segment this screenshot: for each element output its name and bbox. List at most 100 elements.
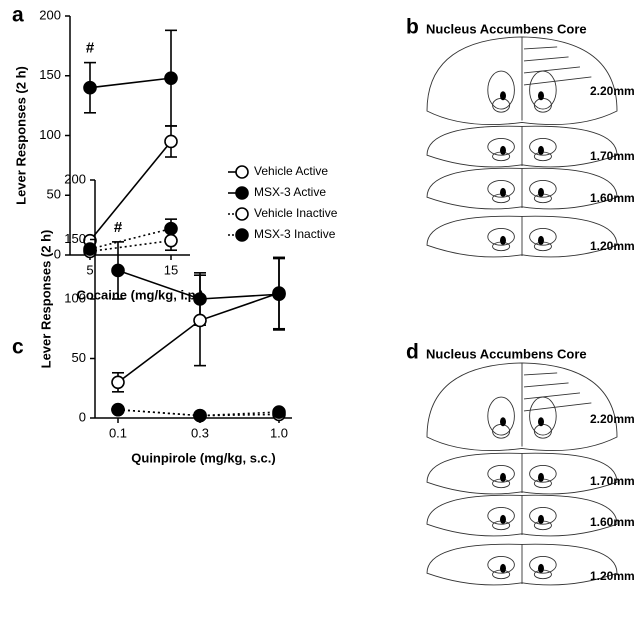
- level-label: 1.70mm: [590, 474, 635, 488]
- level-label: 1.60mm: [590, 515, 635, 529]
- brain-section: [427, 168, 617, 209]
- y-tick-label: 50: [47, 187, 61, 202]
- cannula-site: [538, 91, 544, 100]
- cannula-site: [500, 515, 506, 524]
- series-line: [90, 241, 171, 252]
- cannula-site: [538, 236, 544, 245]
- y-tick-label: 200: [64, 171, 86, 186]
- cannula-site: [500, 473, 506, 482]
- legend-marker: [236, 166, 248, 178]
- y-axis-title: Lever Responses (2 h): [38, 230, 53, 369]
- level-label: 2.20mm: [590, 412, 635, 426]
- level-label: 1.70mm: [590, 149, 635, 163]
- figure: a050100150200515Cocaine (mg/kg, i.p.)Lev…: [0, 0, 643, 644]
- cannula-site: [500, 417, 506, 426]
- diagram-title: Nucleus Accumbens Core: [426, 21, 587, 36]
- brain-section: [427, 544, 617, 585]
- brain-section: [427, 126, 617, 167]
- y-tick-label: 150: [39, 67, 61, 82]
- diagram-title: Nucleus Accumbens Core: [426, 346, 587, 361]
- ventricle: [530, 397, 557, 435]
- x-tick-label: 0.1: [109, 425, 127, 440]
- x-tick-label: 5: [86, 262, 93, 277]
- brain-section: [427, 216, 617, 257]
- commissure: [493, 98, 510, 112]
- commissure: [534, 424, 551, 438]
- series-line: [90, 141, 171, 240]
- legend-label: MSX-3 Active: [254, 185, 326, 199]
- cannula-site: [538, 564, 544, 573]
- cortex-line: [524, 403, 591, 411]
- ventricle: [488, 71, 515, 109]
- marker: [194, 293, 206, 305]
- brain-section: [427, 363, 617, 451]
- cortex-line: [524, 67, 580, 73]
- cannula-site: [500, 188, 506, 197]
- cortex-line: [524, 393, 580, 399]
- series-line: [118, 293, 279, 382]
- cortex-line: [524, 47, 557, 49]
- marker: [165, 72, 177, 84]
- y-tick-label: 200: [39, 7, 61, 22]
- commissure: [534, 98, 551, 112]
- legend-label: MSX-3 Inactive: [254, 227, 336, 241]
- x-tick-label: 15: [164, 262, 178, 277]
- marker: [273, 288, 285, 300]
- marker: [273, 406, 285, 418]
- ventricle: [530, 71, 557, 109]
- commissure: [493, 424, 510, 438]
- cannula-site: [500, 236, 506, 245]
- brain-section: [427, 37, 617, 125]
- marker: [84, 82, 96, 94]
- cannula-site: [500, 91, 506, 100]
- y-tick-label: 0: [54, 246, 61, 261]
- cannula-site: [538, 417, 544, 426]
- marker: [165, 223, 177, 235]
- level-label: 2.20mm: [590, 84, 635, 98]
- marker: [165, 135, 177, 147]
- marker: [194, 314, 206, 326]
- cortex-line: [524, 77, 591, 85]
- annotation: #: [86, 40, 95, 57]
- brain-section: [427, 495, 617, 536]
- cannula-site: [538, 473, 544, 482]
- panel-label: b: [406, 16, 419, 39]
- legend-label: Vehicle Active: [254, 164, 328, 178]
- y-axis-title: Lever Responses (2 h): [13, 66, 28, 205]
- level-label: 1.20mm: [590, 239, 635, 253]
- y-tick-label: 50: [72, 350, 86, 365]
- panel-label: c: [12, 336, 24, 359]
- cannula-site: [538, 515, 544, 524]
- series-line: [90, 78, 171, 88]
- brain-section: [427, 453, 617, 494]
- marker: [112, 404, 124, 416]
- cannula-site: [538, 188, 544, 197]
- level-label: 1.20mm: [590, 569, 635, 583]
- cortex-line: [524, 383, 569, 387]
- cortex-line: [524, 57, 569, 61]
- x-tick-label: 1.0: [270, 425, 288, 440]
- x-tick-label: 0.3: [191, 425, 209, 440]
- annotation: #: [114, 219, 123, 236]
- ventricle: [488, 397, 515, 435]
- y-tick-label: 100: [64, 290, 86, 305]
- legend-marker: [236, 187, 248, 199]
- x-axis-title: Quinpirole (mg/kg, s.c.): [131, 450, 275, 465]
- y-tick-label: 150: [64, 231, 86, 246]
- panel-label: d: [406, 341, 419, 364]
- cannula-site: [500, 564, 506, 573]
- legend-marker: [236, 229, 248, 241]
- legend-marker: [236, 208, 248, 220]
- marker: [165, 235, 177, 247]
- cortex-line: [524, 373, 557, 375]
- cannula-site: [500, 146, 506, 155]
- level-label: 1.60mm: [590, 191, 635, 205]
- marker: [112, 376, 124, 388]
- marker: [194, 410, 206, 422]
- cannula-site: [538, 146, 544, 155]
- legend-label: Vehicle Inactive: [254, 206, 338, 220]
- panel-label: a: [12, 4, 24, 27]
- y-tick-label: 100: [39, 127, 61, 142]
- marker: [112, 264, 124, 276]
- y-tick-label: 0: [79, 409, 86, 424]
